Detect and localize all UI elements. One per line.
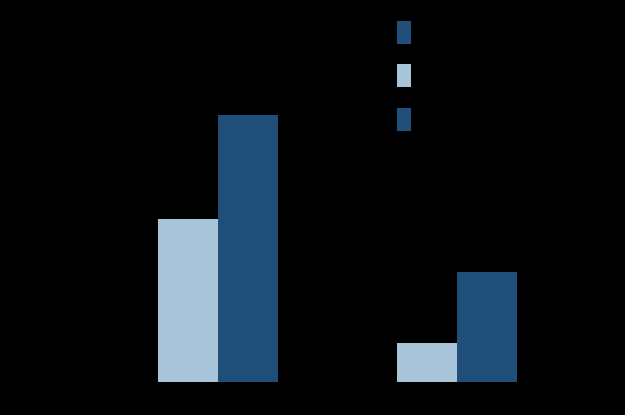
- Bar: [158, 219, 218, 382]
- Bar: [218, 115, 278, 382]
- Bar: [398, 343, 457, 382]
- Bar: [457, 272, 517, 382]
